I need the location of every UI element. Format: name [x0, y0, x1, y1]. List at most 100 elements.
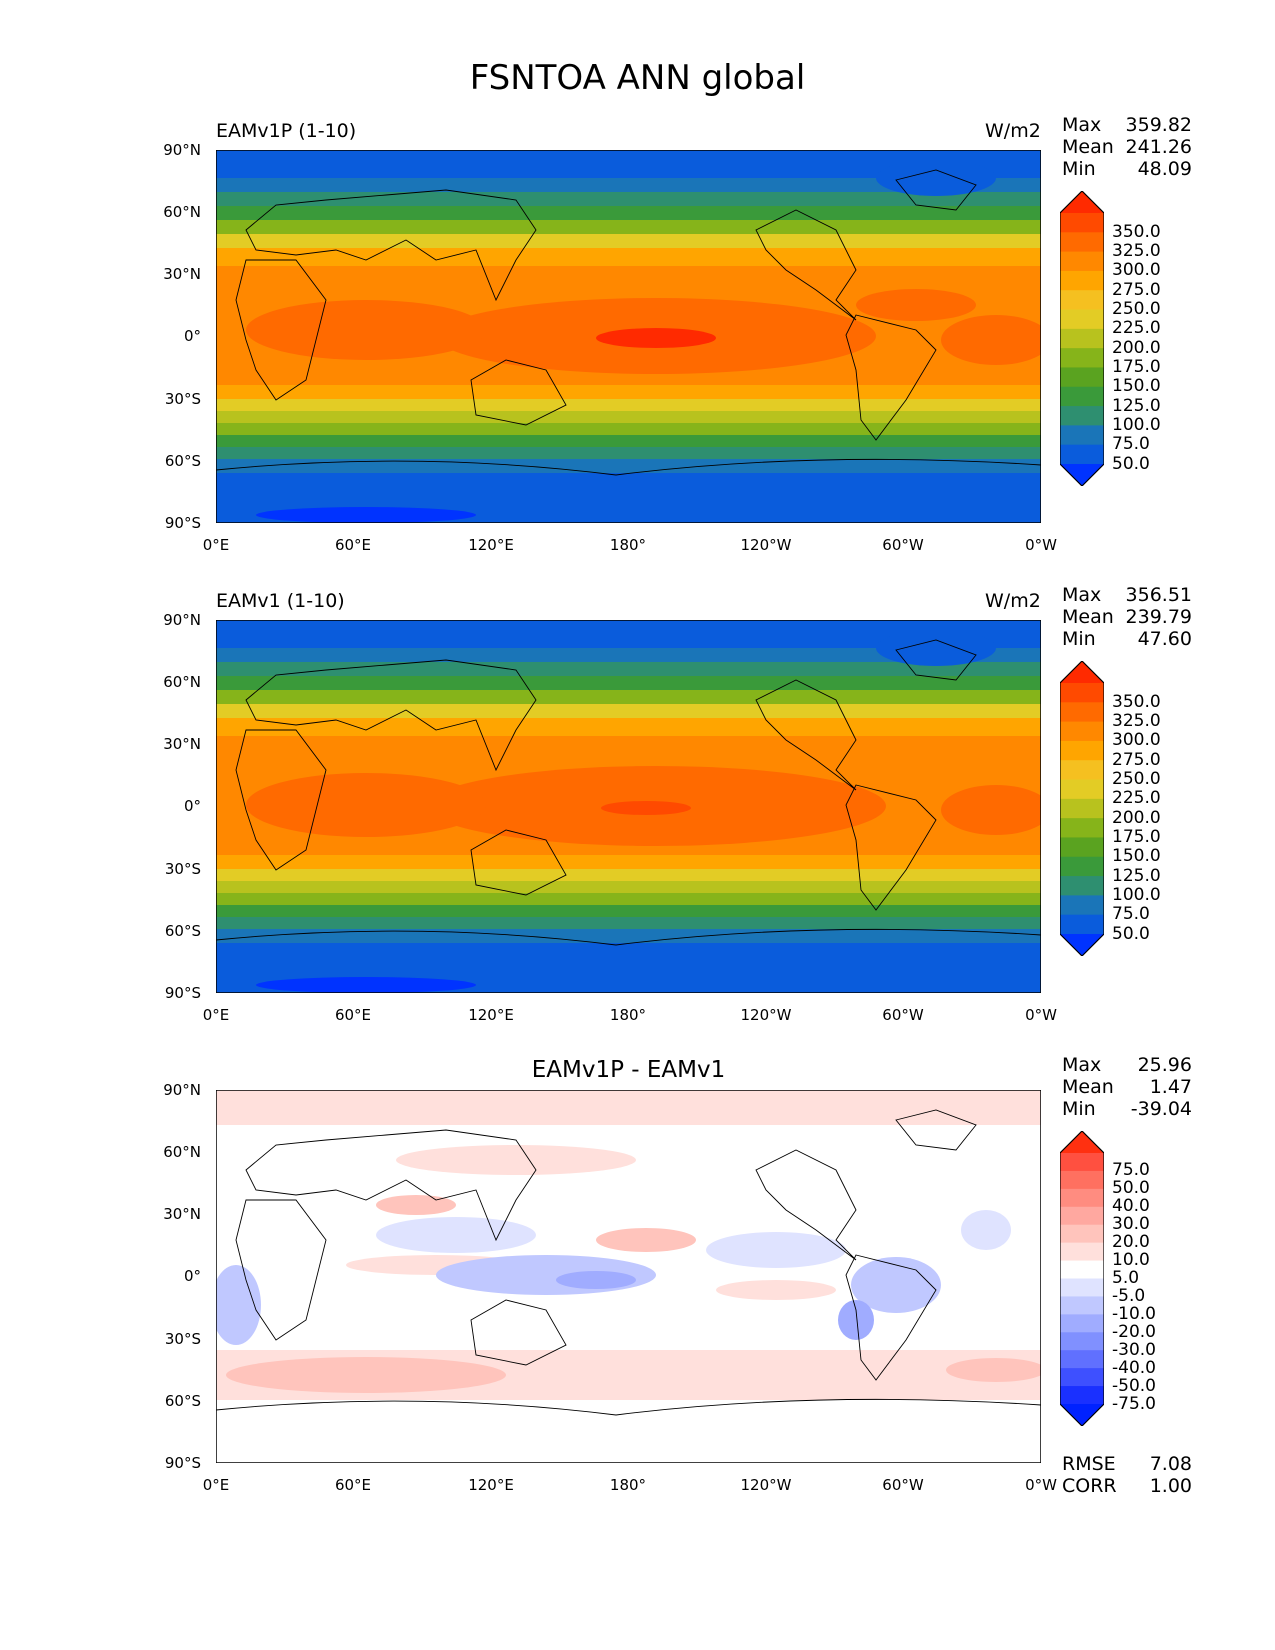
- stat-label: CORR: [1062, 1475, 1117, 1497]
- lon-label: 120°W: [740, 1476, 792, 1494]
- lat-label: 90°N: [163, 141, 201, 159]
- colorbar-tick-label: 125.0: [1112, 865, 1161, 886]
- stat-value: 241.26: [1125, 136, 1192, 158]
- units-label: W/m2: [985, 590, 1041, 612]
- colorbar-segment: [1060, 721, 1104, 742]
- colorbar-segment: [1060, 1260, 1104, 1279]
- colorbar-extend-max: [1060, 661, 1104, 683]
- colorbar-segment: [1060, 1386, 1104, 1405]
- lon-label: 180°: [609, 1476, 647, 1494]
- colorbar-segment: [1060, 232, 1104, 253]
- stat-value: 7.08: [1149, 1453, 1192, 1475]
- lat-label: 0°: [183, 1267, 201, 1285]
- colorbar-segment: [1060, 213, 1104, 233]
- lon-label: 60°W: [882, 536, 924, 554]
- colorbar: [1060, 661, 1104, 956]
- panel-test: EAMv1P (1-10) W/m2: [0, 114, 1275, 620]
- colorbar-segment: [1060, 876, 1104, 896]
- lon-label: 120°W: [740, 1006, 792, 1024]
- colorbar-tick-label: 175.0: [1112, 356, 1161, 377]
- lon-label: 60°W: [882, 1006, 924, 1024]
- colorbar-tick-label: 100.0: [1112, 414, 1161, 435]
- colorbar-segment: [1060, 856, 1104, 877]
- colorbar-tick-label: -75.0: [1112, 1393, 1156, 1414]
- colorbar-segment: [1060, 818, 1104, 838]
- colorbar-segment: [1060, 760, 1104, 781]
- colorbar-segment: [1060, 779, 1104, 800]
- colorbar-extend-max: [1060, 191, 1104, 213]
- colorbar-segment: [1060, 444, 1104, 465]
- colorbar-segment: [1060, 1188, 1104, 1208]
- colorbar-tick-label: 5.0: [1112, 1268, 1140, 1288]
- lat-label: 60°S: [164, 922, 201, 940]
- colorbar-segment: [1060, 914, 1104, 935]
- stat-value: 25.96: [1137, 1054, 1192, 1076]
- panel-title: EAMv1P - EAMv1: [531, 1057, 726, 1083]
- lon-label: 60°E: [334, 536, 372, 554]
- stats-box: Max 356.51 Mean 239.79 Min 47.60: [1062, 584, 1192, 650]
- lat-label: 60°N: [163, 673, 201, 691]
- lon-label: 0°W: [1025, 1006, 1057, 1024]
- figure-title: FSNTOA ANN global: [469, 58, 806, 98]
- stat-value: -39.04: [1130, 1098, 1192, 1120]
- lat-label: 90°N: [163, 611, 201, 629]
- lat-label: 60°N: [163, 203, 201, 221]
- panel-title: EAMv1P (1-10): [216, 120, 357, 142]
- stat-value: 359.82: [1125, 114, 1192, 136]
- stat-value: 239.79: [1125, 606, 1192, 628]
- colorbar-segment: [1060, 1224, 1104, 1244]
- colorbar-segment: [1060, 386, 1104, 407]
- colorbar-tick-label: 50.0: [1112, 923, 1150, 944]
- colorbar-tick-label: 275.0: [1112, 279, 1161, 300]
- lon-label: 0°E: [202, 536, 230, 554]
- lat-label: 60°S: [164, 1392, 201, 1410]
- colorbar-tick-label: -10.0: [1112, 1303, 1156, 1324]
- colorbar-tick-label: 225.0: [1112, 788, 1161, 809]
- colorbar-tick-label: 275.0: [1112, 749, 1161, 770]
- lat-label: 0°: [183, 797, 201, 815]
- lat-label: 60°S: [164, 452, 201, 470]
- colorbar-segment: [1060, 798, 1104, 819]
- lat-label: 90°N: [163, 1081, 201, 1099]
- colorbar-segment: [1060, 837, 1104, 858]
- lon-label: 120°W: [740, 536, 792, 554]
- stat-label: Max: [1062, 584, 1102, 606]
- colorbar-segment: [1060, 1153, 1104, 1172]
- colorbar-tick-label: 75.0: [1112, 434, 1150, 455]
- map-reference: [216, 620, 1041, 993]
- colorbar-segment: [1060, 290, 1104, 311]
- lon-label: 0°W: [1025, 536, 1057, 554]
- colorbar-tick-label: -20.0: [1112, 1321, 1156, 1342]
- colorbar-tick-label: 75.0: [1112, 904, 1150, 925]
- lon-label: 180°: [609, 1006, 647, 1024]
- colorbar-tick-label: 100.0: [1112, 884, 1161, 905]
- lon-label: 180°: [609, 536, 647, 554]
- colorbar-segment: [1060, 702, 1104, 723]
- lon-label: 60°E: [334, 1006, 372, 1024]
- lat-label: 30°N: [163, 1205, 201, 1223]
- colorbar-tick-label: 125.0: [1112, 395, 1161, 416]
- lat-label: 90°S: [164, 1454, 201, 1472]
- colorbar-segment: [1060, 406, 1104, 426]
- colorbar-extend-max: [1060, 1131, 1104, 1153]
- units-label: W/m2: [985, 120, 1041, 142]
- lon-label: 0°E: [202, 1006, 230, 1024]
- colorbar-segment: [1060, 1278, 1104, 1297]
- colorbar-tick-label: 325.0: [1112, 711, 1161, 732]
- colorbar-segment: [1060, 1332, 1104, 1351]
- lon-label: 120°E: [468, 536, 514, 554]
- colorbar-tick-label: -50.0: [1112, 1375, 1156, 1396]
- colorbar-tick-label: 20.0: [1112, 1232, 1150, 1253]
- colorbar-segment: [1060, 1242, 1104, 1262]
- colorbar-tick-label: -5.0: [1112, 1285, 1146, 1306]
- stat-value: 48.09: [1137, 158, 1192, 180]
- stat-label: Mean: [1062, 606, 1114, 628]
- colorbar-tick-label: 30.0: [1112, 1214, 1150, 1235]
- colorbar-tick-label: 300.0: [1112, 730, 1161, 751]
- lon-label: 120°E: [468, 1006, 514, 1024]
- colorbar-segment: [1060, 309, 1104, 330]
- stat-label: Mean: [1062, 1076, 1114, 1098]
- colorbar-tick-label: 50.0: [1112, 453, 1150, 474]
- map-difference: [216, 1090, 1041, 1463]
- lat-label: 90°S: [164, 984, 201, 1002]
